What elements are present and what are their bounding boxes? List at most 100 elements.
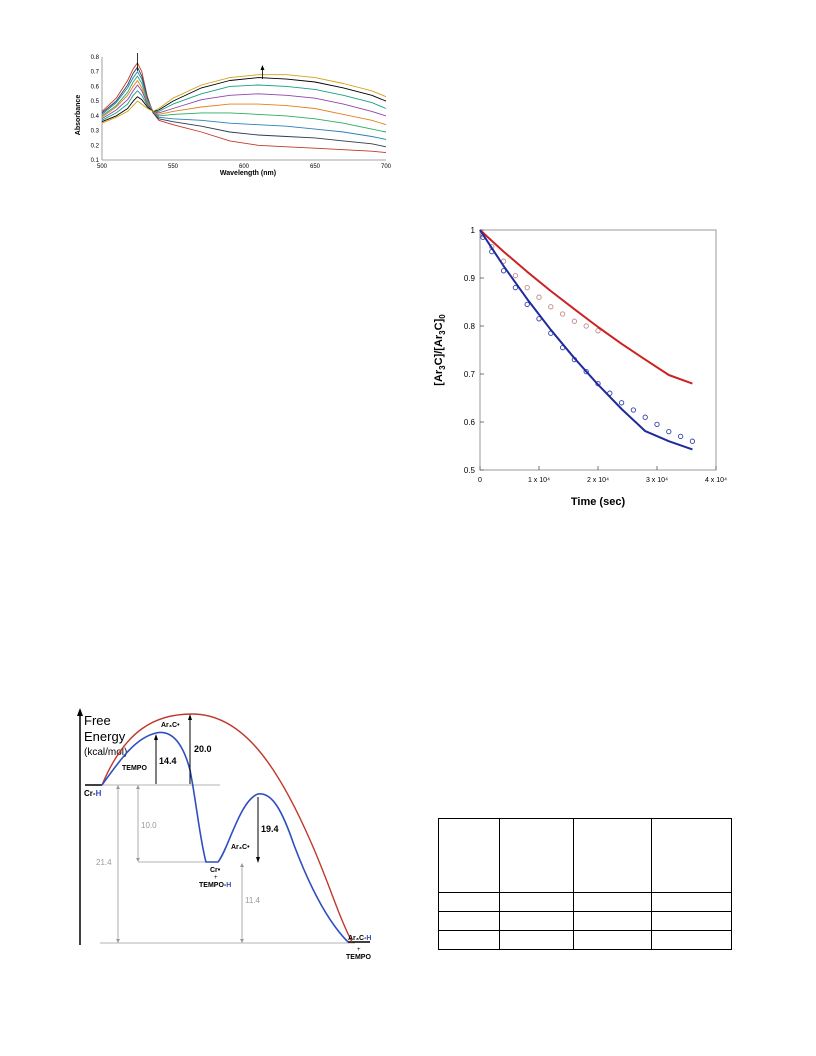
- absorbance-arrows: [137, 53, 265, 79]
- absorbance-series: [101, 62, 387, 154]
- increase-arrowhead: [260, 65, 265, 70]
- kinetics-y-tick-label: 0.6: [464, 418, 476, 427]
- absorbance-x-tick-label: 700: [381, 164, 392, 170]
- kinetics-fit-line: [479, 229, 693, 385]
- ar3c-radical-label-mid: Ar₃C•: [231, 844, 250, 851]
- energy-guide-arrowheads: [116, 785, 244, 943]
- kinetics-data-point: [595, 328, 601, 334]
- total-value-21-4: 21.4: [96, 858, 112, 867]
- kinetics-data-point: [512, 284, 519, 291]
- kinetics-data-point: [536, 294, 542, 300]
- energy-axis-label-free: Free: [84, 713, 111, 728]
- absorbance-x-tick-label: 600: [239, 164, 250, 170]
- kinetics-data-point: [571, 318, 578, 324]
- kinetics-y-tick-label: 0.7: [464, 370, 476, 379]
- kinetics-data-point: [618, 400, 625, 406]
- absorbance-y-tick-label: 0.3: [91, 129, 100, 135]
- absorbance-x-tick-label: 650: [310, 164, 321, 170]
- kinetics-x-tick-label: 4 x 10⁴: [705, 477, 727, 484]
- kinetics-y-tick-label: 0.5: [464, 466, 476, 475]
- absorbance-series-line: [101, 80, 387, 126]
- cr-h-label: Cr-H: [84, 789, 102, 798]
- kinetics-y-tick-label: 0.9: [464, 274, 476, 283]
- absorbance-series-line: [101, 84, 387, 121]
- energy-axis-arrowhead: [77, 708, 83, 716]
- absorbance-series-line: [101, 84, 387, 120]
- table-cell: [499, 911, 574, 931]
- kinetics-data-point: [583, 368, 589, 375]
- kinetics-y-axis-label: [Ar3C]/[Ar3C]0: [433, 314, 447, 386]
- kinetics-data-point: [666, 428, 672, 435]
- absorbance-series-line: [101, 77, 387, 123]
- table-cell: [573, 818, 652, 893]
- absorbance-y-tick-label: 0.7: [91, 70, 100, 76]
- kinetics-fit-lines: [479, 229, 693, 451]
- energy-axis-label-energy: Energy: [84, 729, 126, 744]
- kinetics-x-tick-label: 2 x 10⁴: [587, 477, 609, 484]
- table-cell: [499, 930, 574, 950]
- empty-data-table: [438, 818, 732, 950]
- drop-value-10-0: 10.0: [141, 821, 157, 830]
- table-row: [438, 911, 732, 931]
- absorbance-x-axis-label: Wavelength (nm): [220, 170, 276, 177]
- table-cell: [438, 892, 500, 912]
- barrier-arrows: [155, 717, 259, 860]
- barrier-value-19-4: 19.4: [261, 824, 279, 834]
- absorbance-y-tick-label: 0.4: [91, 114, 100, 120]
- kinetics-decay-chart: 0 1 x 10⁴ 2 x 10⁴ 3 x 10⁴ 4 x 10⁴ 0.5 0.6 0.7 0.…: [433, 226, 727, 508]
- absorbance-series-line: [101, 71, 387, 140]
- product-label: Ar₃C-H: [348, 935, 371, 942]
- table-cell: [573, 930, 652, 950]
- absorbance-y-tick-label: 0.6: [91, 84, 100, 90]
- absorbance-y-tick-label: 0.5: [91, 99, 100, 105]
- absorbance-y-tick-label: 0.1: [91, 158, 100, 164]
- absorbance-series-line: [101, 74, 387, 124]
- table-row: [438, 892, 732, 912]
- kinetics-data-points: [480, 232, 696, 444]
- tempo-label-product: TEMPO: [346, 954, 371, 961]
- tempo-h-label: TEMPO-H: [199, 882, 231, 889]
- kinetics-data-point: [630, 407, 637, 413]
- free-energy-diagram: Free Energy (kcal/mol) Cr-H TEMPO Ar₃C•: [77, 708, 371, 961]
- absorbance-x-tick-label: 500: [97, 164, 108, 170]
- kinetics-data-point: [559, 311, 566, 317]
- absorbance-y-tick-label: 0.8: [91, 55, 100, 61]
- table-cell: [651, 911, 732, 931]
- table-cell: [573, 911, 652, 931]
- kinetics-axes: 0 1 x 10⁴ 2 x 10⁴ 3 x 10⁴ 4 x 10⁴ 0.5 0.6 0.7 0.…: [464, 226, 727, 484]
- absorbance-series-line: [101, 75, 387, 133]
- table-cell: [573, 892, 652, 912]
- kinetics-x-tick-label: 1 x 10⁴: [528, 477, 550, 484]
- energy-axis-unit: (kcal/mol): [84, 747, 127, 758]
- tempo-label: TEMPO: [122, 765, 147, 772]
- table-cell: [651, 930, 732, 950]
- absorbance-axes: 500 550 600 650 700 0.1 0.2 0.3 0.4 0.5 0.6 0.7 0.8: [91, 55, 392, 170]
- table-cell: [651, 818, 732, 893]
- absorbance-series-line: [101, 66, 387, 148]
- barrier-value-20-0: 20.0: [194, 744, 212, 754]
- cr-radical-label: Cr•: [210, 867, 221, 874]
- kinetics-data-point: [548, 304, 554, 310]
- kinetics-x-tick-label: 0: [478, 477, 482, 484]
- absorbance-spectra-chart: 500 550 600 650 7000.10.20.30.40.50.60.70.8 …: [75, 53, 392, 177]
- energy-guide-lines: [100, 784, 355, 944]
- second-drop-value-11-4: 11.4: [245, 896, 261, 905]
- absorbance-series-line: [101, 62, 387, 154]
- kinetics-data-point: [642, 414, 648, 420]
- table-header-row: [438, 818, 732, 893]
- table-cell: [438, 911, 500, 931]
- kinetics-x-tick-label: 3 x 10⁴: [646, 477, 668, 484]
- kinetics-data-point: [689, 438, 696, 444]
- table-cell: [438, 930, 500, 950]
- table-cell: [438, 818, 500, 893]
- kinetics-data-point: [524, 301, 530, 308]
- kinetics-data-point: [654, 421, 660, 428]
- table-row: [438, 930, 732, 950]
- ar3c-radical-label-top: Ar₃C•: [161, 722, 180, 729]
- kinetics-fit-line: [479, 229, 693, 451]
- kinetics-data-point: [524, 284, 530, 291]
- plus-sign-1: +: [214, 875, 218, 881]
- table-cell: [651, 892, 732, 912]
- absorbance-y-axis-label: Absorbance: [75, 95, 82, 136]
- blue-stepwise-pathway: [101, 731, 349, 943]
